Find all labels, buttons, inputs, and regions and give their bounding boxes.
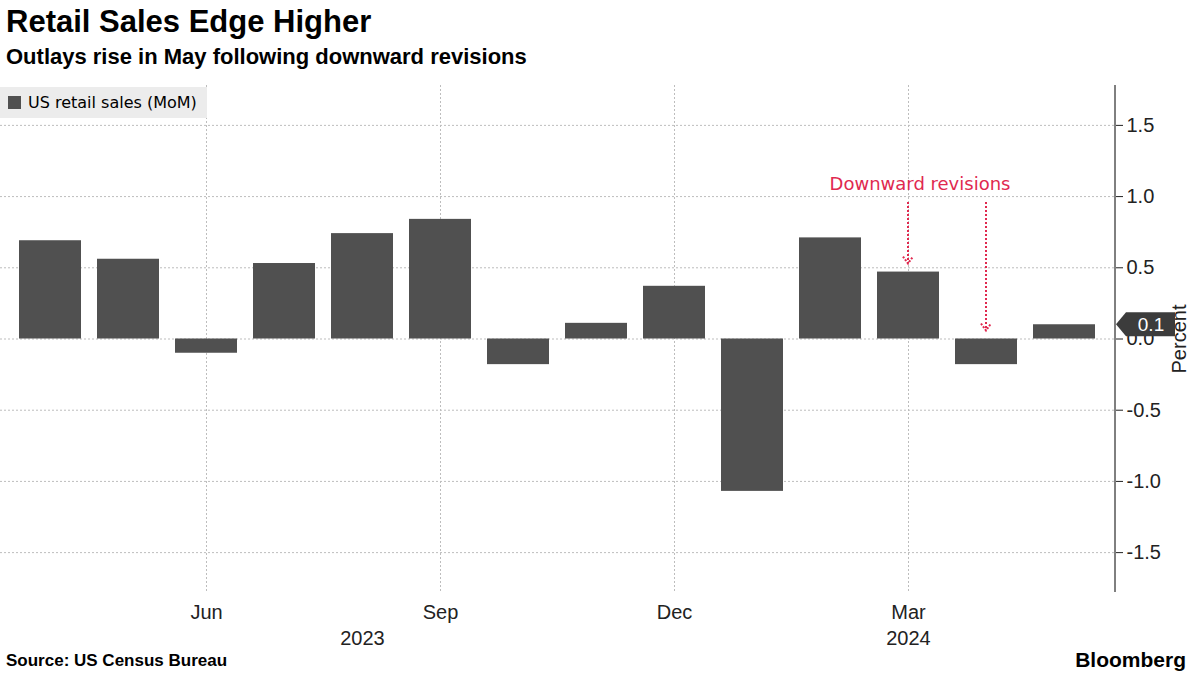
svg-text:Jun: Jun — [190, 601, 222, 623]
html-text:Retail Sales Edge Higher: Retail Sales Edge Higher — [6, 4, 372, 39]
svg-text:0.5: 0.5 — [1127, 256, 1155, 278]
svg-text:Dec: Dec — [657, 601, 693, 623]
svg-text:0.0: 0.0 — [1126, 327, 1155, 350]
svg-text:-0.5: -0.5 — [1127, 399, 1161, 421]
svg-text:2023: 2023 — [340, 627, 385, 649]
svg-text:1.0: 1.0 — [1127, 185, 1155, 207]
svg-text:1.5: 1.5 — [1127, 114, 1155, 136]
html-text:Bloomberg: Bloomberg — [1075, 648, 1186, 671]
svg-text:-1.0: -1.0 — [1127, 470, 1161, 492]
svg-text:-1.5: -1.5 — [1127, 541, 1161, 563]
html-text:US retail sales (MoM): US retail sales (MoM) — [28, 93, 197, 112]
svg-text:Sep: Sep — [423, 601, 459, 623]
svg-text:Percent: Percent — [1167, 304, 1190, 374]
html-text:Outlays rise in May following: Outlays rise in May following downward r… — [6, 44, 527, 69]
svg-text:0.1: 0.1 — [1138, 314, 1164, 335]
svg-text:2024: 2024 — [886, 627, 931, 649]
svg-text:Mar: Mar — [891, 601, 926, 623]
svg-text:Downward revisions: Downward revisions — [830, 173, 1011, 194]
html-text:Source: US Census Bureau: Source: US Census Bureau — [6, 651, 228, 670]
